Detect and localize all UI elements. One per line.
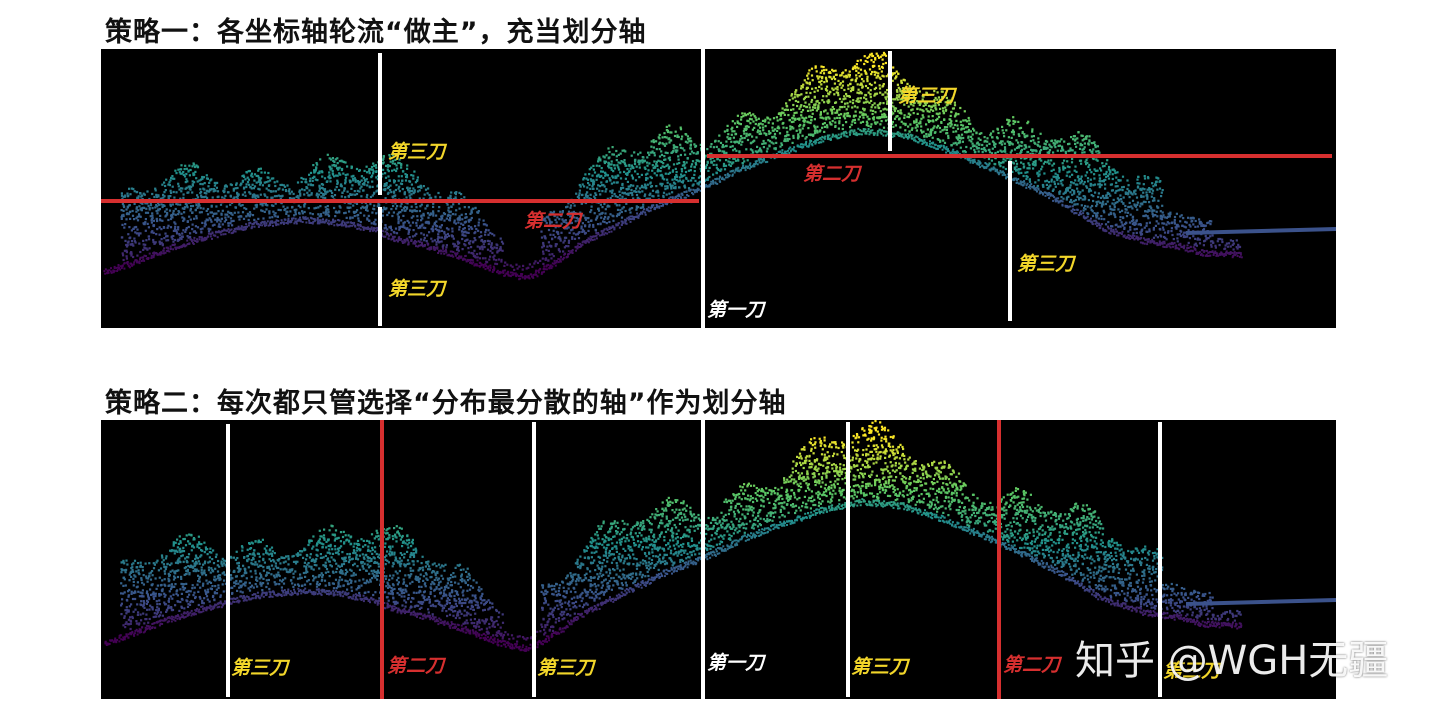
watermark-text: 知乎 @WGH无疆 bbox=[1075, 638, 1389, 684]
strategy1-cut1-label: 第一刀 bbox=[707, 299, 765, 321]
strategy2-cut3-b-label: 第三刀 bbox=[537, 657, 595, 679]
strategy1-cut3-right-lower-label: 第三刀 bbox=[1017, 253, 1075, 275]
strategy2-cut1-label: 第一刀 bbox=[707, 652, 765, 674]
strategy1-cut2-label: 第二刀 bbox=[524, 210, 582, 232]
strategy1-panel: 第三刀 第三刀 第二刀 第一刀 第二刀 第三刀 第三刀 bbox=[101, 49, 1336, 328]
strategy2-cut2-left-label: 第二刀 bbox=[387, 655, 445, 677]
strategy1-cut3-left-lower-label: 第三刀 bbox=[388, 278, 446, 300]
strategy1-point-cloud bbox=[101, 49, 1336, 328]
strategy2-cut2-right-label: 第二刀 bbox=[1003, 654, 1061, 676]
strategy2-cut3-c-label: 第三刀 bbox=[851, 656, 909, 678]
strategy2-panel: 第三刀 第二刀 第三刀 第一刀 第三刀 第二刀 第三刀 bbox=[101, 420, 1336, 699]
strategy2-title: 策略二：每次都只管选择“分布最分散的轴”作为划分轴 bbox=[105, 388, 787, 419]
strategy1-cut3-left-upper-label: 第三刀 bbox=[388, 141, 446, 163]
strategy2-cut3-a-label: 第三刀 bbox=[231, 657, 289, 679]
strategy1-cut2-right-label: 第二刀 bbox=[803, 163, 861, 185]
point-cloud-points bbox=[103, 51, 1336, 281]
strategy1-cut3-right-upper-label: 第三刀 bbox=[898, 85, 956, 107]
strategy2-cut3-d-label: 第三刀 bbox=[1163, 660, 1221, 682]
strategy1-title: 策略一：各坐标轴轮流“做主”，充当划分轴 bbox=[105, 17, 647, 48]
strategy2-point-cloud bbox=[104, 420, 1336, 699]
point-cloud-points bbox=[104, 420, 1336, 652]
